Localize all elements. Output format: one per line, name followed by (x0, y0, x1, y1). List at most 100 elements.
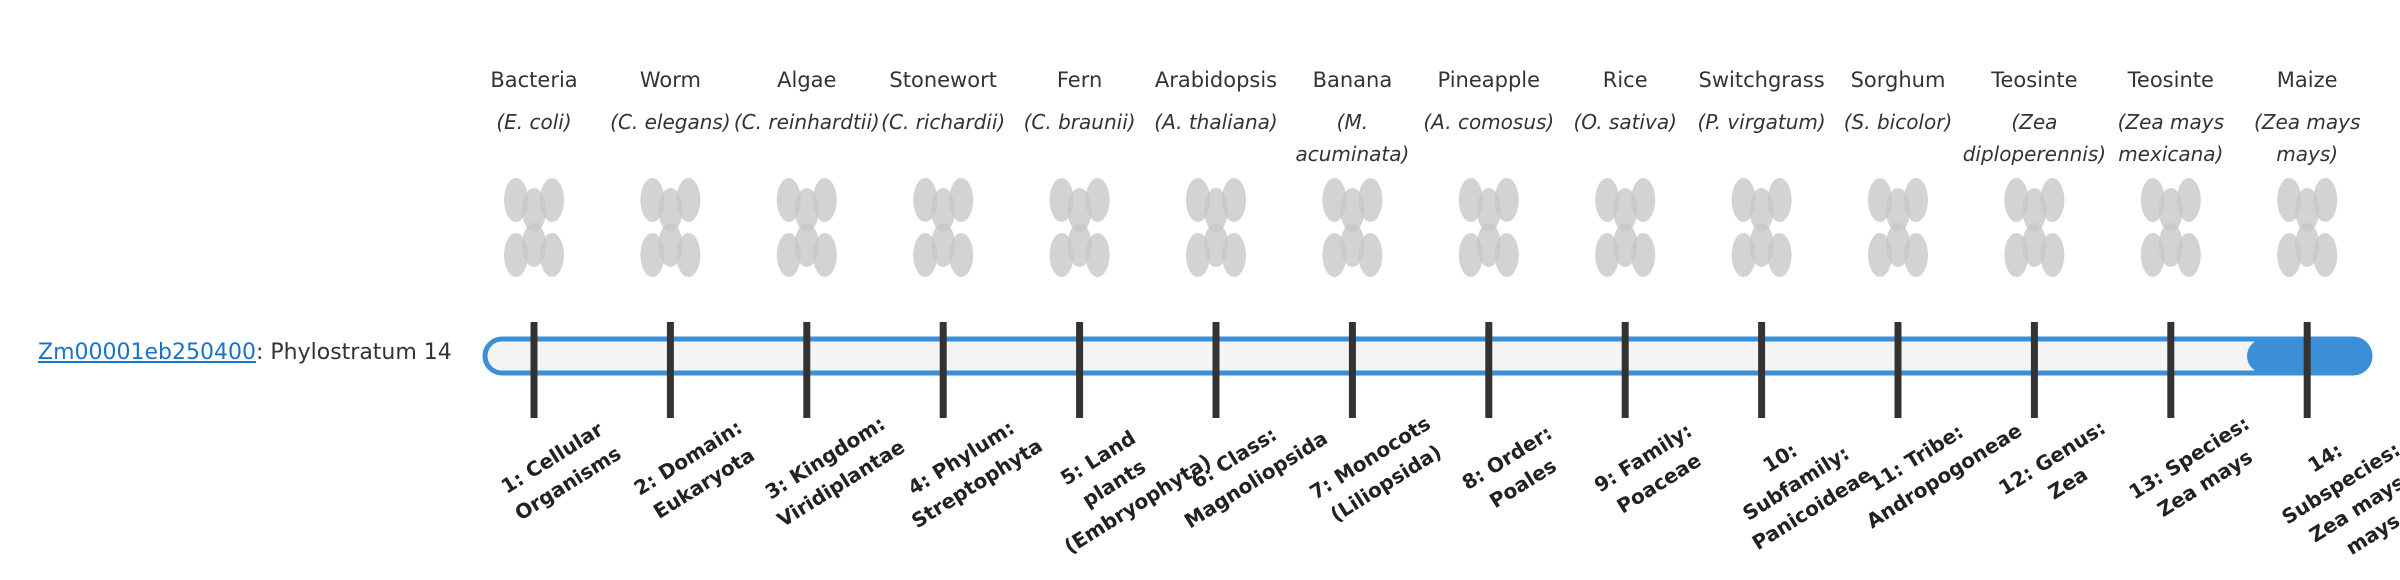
common-name: Teosinte (2127, 68, 2214, 92)
image-shape (2313, 233, 2338, 277)
image-shape (1322, 178, 1347, 222)
image-shape (676, 233, 701, 277)
image-shape (794, 188, 819, 232)
image-shape (1731, 233, 1756, 277)
image-shape (949, 233, 974, 277)
image-shape (2022, 188, 2047, 232)
image-shape (540, 178, 564, 222)
gene-label: : Phylostratum 14 (255, 340, 452, 365)
gene-link[interactable]: Zm00001eb250400 (38, 340, 256, 365)
image-shape (1886, 223, 1910, 267)
image-shape (1458, 233, 1483, 277)
image-shape (1222, 178, 1246, 222)
organism-image (1186, 178, 1246, 277)
scientific-name: (C. elegans) (610, 110, 731, 134)
scientific-name: (S. bicolor) (1843, 110, 1953, 134)
image-shape (2277, 178, 2302, 222)
image-shape (676, 178, 701, 222)
organism-image (2277, 178, 2338, 277)
image-shape (2176, 178, 2201, 222)
image-shape (776, 178, 801, 222)
timeline-bar (482, 336, 2373, 376)
scientific-name: (Zea mays mexicana) (2117, 110, 2224, 166)
organism-image (1458, 178, 1519, 277)
image-shape (2140, 233, 2165, 277)
image-shape (1085, 233, 1110, 277)
image-shape (1613, 223, 1638, 267)
image-shape (2277, 233, 2302, 277)
image-shape (1322, 233, 1347, 277)
scientific-name: (Zea diploperennis) (1962, 110, 2107, 166)
image-shape (1767, 233, 1792, 277)
image-shape (931, 223, 956, 267)
image-shape (1222, 233, 1246, 277)
image-shape (1868, 178, 1892, 222)
image-shape (1476, 223, 1501, 267)
image-shape (2158, 188, 2183, 232)
common-name: Stonewort (889, 68, 997, 92)
image-shape (640, 178, 665, 222)
image-shape (1085, 178, 1110, 222)
image-shape (1613, 188, 1638, 232)
common-name: Bacteria (490, 68, 578, 92)
image-shape (1868, 233, 1892, 277)
image-shape (1476, 188, 1501, 232)
organism-image (1595, 178, 1656, 277)
image-shape (1749, 223, 1774, 267)
image-shape (2040, 178, 2065, 222)
scientific-name: (A. comosus) (1423, 110, 1555, 134)
common-name: Switchgrass (1698, 68, 1825, 92)
common-name: Arabidopsis (1154, 68, 1278, 92)
organism-image (640, 178, 701, 277)
image-shape (1067, 188, 1092, 232)
common-name: Sorghum (1850, 68, 1946, 92)
image-shape (1631, 233, 1656, 277)
image-shape (2004, 178, 2029, 222)
image-shape (1049, 233, 1074, 277)
scientific-name: (C. reinhardtii) (733, 110, 880, 134)
common-name: Teosinte (1991, 68, 2078, 92)
image-shape (776, 233, 801, 277)
image-shape (504, 233, 528, 277)
image-shape (504, 178, 528, 222)
organism-image (1868, 178, 1928, 277)
organism-image (1322, 178, 1383, 277)
image-shape (540, 233, 564, 277)
scientific-name: (O. sativa) (1573, 110, 1677, 134)
organism-image (1049, 178, 1110, 277)
image-shape (1204, 188, 1228, 232)
image-shape (2040, 233, 2065, 277)
common-name: Rice (1602, 68, 1648, 92)
image-shape (1904, 233, 1928, 277)
image-shape (2158, 223, 2183, 267)
common-name: Banana (1312, 68, 1393, 92)
common-name: Worm (639, 68, 701, 92)
common-name: Algae (777, 68, 837, 92)
organism-image (913, 178, 974, 277)
common-name: Pineapple (1437, 68, 1541, 92)
image-shape (1458, 178, 1483, 222)
organism-image (504, 178, 564, 277)
scientific-name: (Zea mays mays) (2253, 110, 2361, 166)
image-shape (1049, 178, 1074, 222)
image-shape (1904, 178, 1928, 222)
image-shape (1494, 178, 1519, 222)
image-shape (1186, 178, 1210, 222)
image-shape (522, 188, 546, 232)
image-shape (1340, 223, 1365, 267)
image-shape (1595, 233, 1620, 277)
image-shape (949, 178, 974, 222)
scientific-name: (P. virgatum) (1697, 110, 1826, 134)
common-name: Fern (1056, 68, 1103, 92)
image-shape (1595, 178, 1620, 222)
image-shape (1186, 233, 1210, 277)
organism-image (776, 178, 837, 277)
image-shape (2140, 178, 2165, 222)
organism-image (2140, 178, 2201, 277)
organism-image (2004, 178, 2065, 277)
common-name: Maize (2276, 68, 2338, 92)
image-shape (658, 223, 683, 267)
image-shape (1067, 223, 1092, 267)
image-shape (1358, 178, 1383, 222)
